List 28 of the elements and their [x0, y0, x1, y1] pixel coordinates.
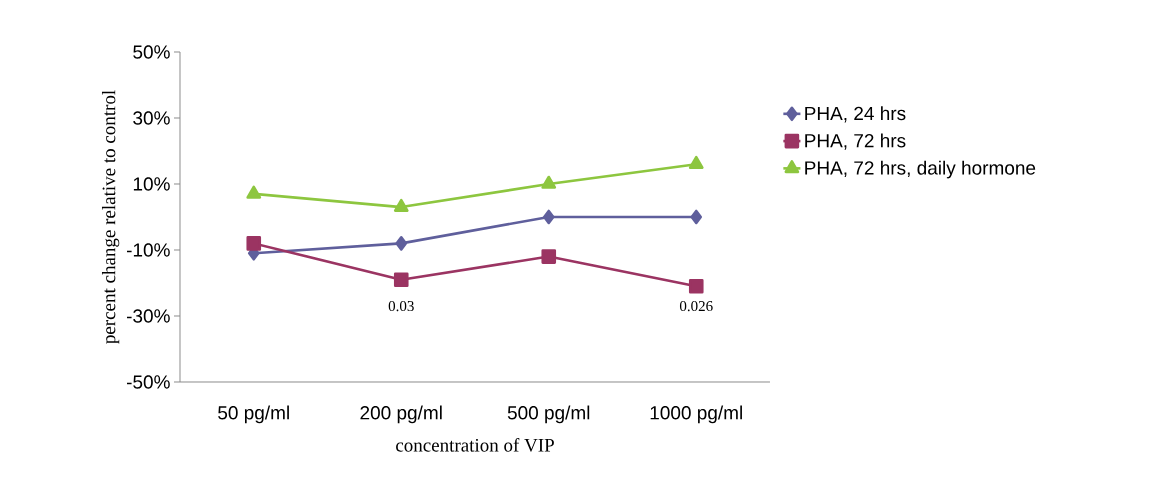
- y-tick-label: 50%: [133, 45, 170, 59]
- point: [690, 209, 703, 225]
- x-tick-label: 500 pg/ml: [507, 405, 590, 424]
- legend-label: PHA, 72 hrs, daily hormone: [805, 160, 1036, 179]
- point: [246, 185, 262, 199]
- legend-label: PHA, 24 hrs: [805, 106, 906, 123]
- point: [542, 209, 555, 225]
- y-tick-label: -10%: [126, 243, 170, 257]
- annotation: 0.03: [388, 301, 414, 312]
- point: [395, 236, 408, 251]
- y-tick-label: -50%: [126, 375, 170, 389]
- y-axis-title: percent change relative to control: [101, 90, 120, 344]
- legend-label: PHA, 72 hrs: [805, 133, 906, 150]
- y-tick-label: -30%: [126, 309, 170, 323]
- point: [688, 155, 704, 169]
- point: [688, 278, 704, 294]
- x-tick-label: 1000 pg/ml: [650, 405, 742, 424]
- point: [541, 249, 557, 264]
- point: [393, 198, 409, 212]
- point: [541, 175, 557, 189]
- y-tick-label: 30%: [133, 111, 170, 125]
- annotation: 0.026: [679, 301, 713, 312]
- y-tick-label: 10%: [133, 177, 170, 191]
- x-tick-label: 50 pg/ml: [218, 405, 289, 424]
- x-axis-title: concentration of VIP: [396, 438, 554, 452]
- x-tick-label: 200 pg/ml: [360, 405, 442, 424]
- point: [393, 272, 409, 287]
- point: [246, 236, 262, 251]
